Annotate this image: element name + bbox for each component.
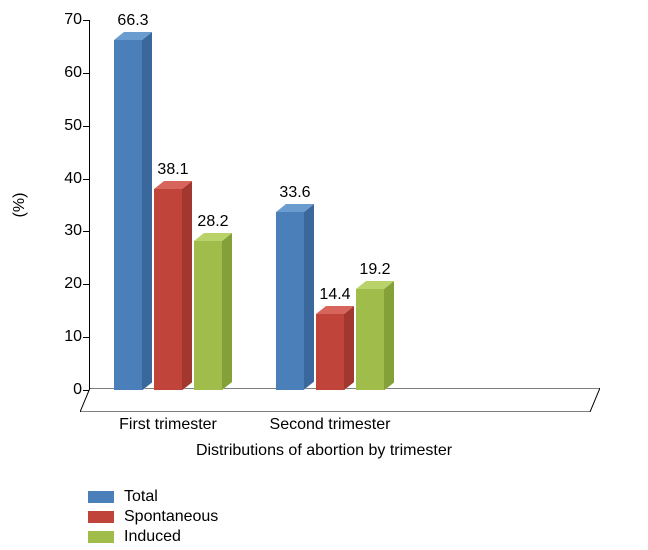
bar-value-label: 66.3 [117, 12, 148, 30]
bar-value-label: 19.2 [359, 261, 390, 279]
bar [276, 212, 304, 390]
ytick-mark [83, 179, 90, 180]
legend-item: Total [88, 488, 218, 506]
legend-swatch [88, 511, 114, 523]
legend-swatch [88, 491, 114, 503]
ytick-mark [83, 337, 90, 338]
bar-front [316, 314, 344, 390]
bar [154, 189, 182, 390]
ytick-label: 60 [64, 64, 82, 82]
ytick-mark [83, 284, 90, 285]
bar [316, 314, 344, 390]
bar-top-3d [194, 233, 232, 241]
category-label: First trimester [119, 416, 217, 434]
bar-value-label: 14.4 [319, 286, 350, 304]
legend-swatch [88, 531, 114, 543]
bar-value-label: 33.6 [279, 184, 310, 202]
ytick-label: 50 [64, 117, 82, 135]
bar [356, 289, 384, 390]
ytick-mark [83, 20, 90, 21]
legend-label: Induced [124, 528, 181, 546]
x-axis-title: Distributions of abortion by trimester [0, 442, 648, 460]
chart-container: (%) 0 10 20 30 40 50 60 70 First trimester Secon… [0, 0, 648, 550]
chart-floor-3d [80, 388, 600, 412]
bar-side-3d [182, 181, 192, 390]
bar-front [114, 40, 142, 390]
legend-item: Spontaneous [88, 508, 218, 526]
bar-side-3d [384, 281, 394, 390]
ytick-label: 30 [64, 222, 82, 240]
bar-side-3d [142, 32, 152, 390]
ytick-label: 0 [73, 381, 82, 399]
bar-front [356, 289, 384, 390]
bar-value-label: 38.1 [157, 161, 188, 179]
bar [194, 241, 222, 390]
bar [114, 40, 142, 390]
plot-area [90, 20, 585, 390]
ytick-label: 10 [64, 328, 82, 346]
ytick-label: 70 [64, 11, 82, 29]
bar-side-3d [304, 204, 314, 390]
ytick-mark [83, 73, 90, 74]
bar-top-3d [276, 204, 314, 212]
bar-top-3d [356, 281, 394, 289]
ytick-label: 20 [64, 275, 82, 293]
legend-label: Total [124, 488, 158, 506]
category-label: Second trimester [270, 416, 391, 434]
legend-label: Spontaneous [124, 508, 218, 526]
bar-front [154, 189, 182, 390]
bar-top-3d [154, 181, 192, 189]
bar-front [276, 212, 304, 390]
legend-item: Induced [88, 528, 218, 546]
bar-top-3d [114, 32, 152, 40]
legend: Total Spontaneous Induced [88, 488, 218, 548]
y-axis-title: (%) [11, 193, 29, 218]
ytick-mark [83, 390, 90, 391]
bar-value-label: 28.2 [197, 213, 228, 231]
ytick-label: 40 [64, 170, 82, 188]
bar-front [194, 241, 222, 390]
bar-side-3d [344, 306, 354, 390]
bar-side-3d [222, 233, 232, 390]
ytick-mark [83, 231, 90, 232]
ytick-mark [83, 126, 90, 127]
bar-top-3d [316, 306, 354, 314]
